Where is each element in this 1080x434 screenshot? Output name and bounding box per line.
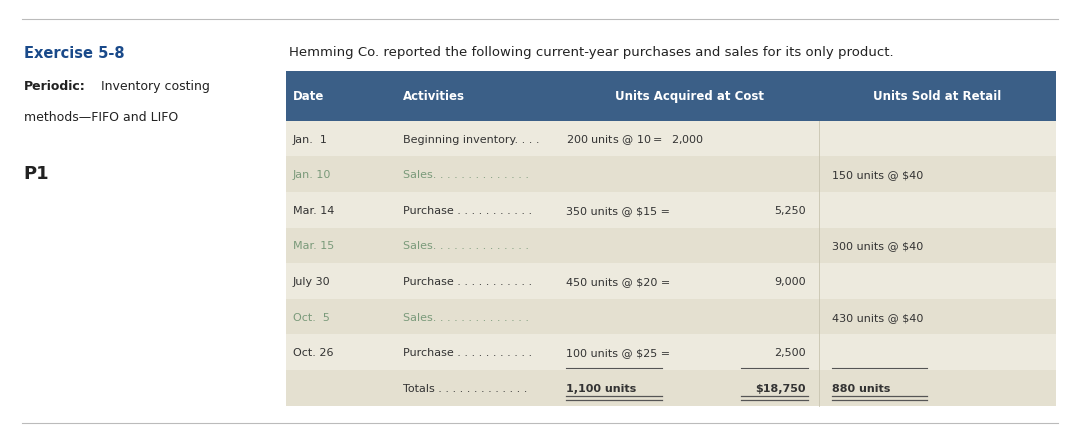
Text: Exercise 5-8: Exercise 5-8 [24, 46, 124, 60]
Text: Date: Date [293, 90, 324, 103]
Text: Hemming Co. reported the following current-year purchases and sales for its only: Hemming Co. reported the following curre… [289, 46, 894, 59]
FancyBboxPatch shape [286, 299, 1056, 335]
Text: 350 units @ $15 =: 350 units @ $15 = [566, 205, 670, 215]
Text: $18,750: $18,750 [755, 383, 806, 393]
Text: 5,250: 5,250 [774, 205, 806, 215]
Text: 880 units: 880 units [832, 383, 890, 393]
Text: 2,500: 2,500 [774, 348, 806, 358]
Text: 100 units @ $25 =: 100 units @ $25 = [566, 348, 670, 358]
Text: 9,000: 9,000 [774, 276, 806, 286]
FancyBboxPatch shape [286, 72, 1056, 122]
Text: methods—FIFO and LIFO: methods—FIFO and LIFO [24, 111, 178, 124]
FancyBboxPatch shape [286, 335, 1056, 370]
Text: Units Acquired at Cost: Units Acquired at Cost [615, 90, 764, 103]
Text: Sales. . . . . . . . . . . . . .: Sales. . . . . . . . . . . . . . [403, 241, 529, 251]
Text: Jan.  1: Jan. 1 [293, 134, 327, 144]
Text: Units Sold at Retail: Units Sold at Retail [874, 90, 1001, 103]
Text: Purchase . . . . . . . . . . .: Purchase . . . . . . . . . . . [403, 348, 532, 358]
Text: Sales. . . . . . . . . . . . . .: Sales. . . . . . . . . . . . . . [403, 312, 529, 322]
Text: 150 units @ $40: 150 units @ $40 [832, 170, 922, 180]
FancyBboxPatch shape [286, 122, 1056, 157]
Text: Purchase . . . . . . . . . . .: Purchase . . . . . . . . . . . [403, 205, 532, 215]
Text: 200 units @ $10 = $  2,000: 200 units @ $10 = $ 2,000 [566, 132, 704, 146]
Text: 1,100 units: 1,100 units [566, 383, 636, 393]
Text: P1: P1 [24, 165, 50, 183]
Text: 300 units @ $40: 300 units @ $40 [832, 241, 922, 251]
Text: Totals . . . . . . . . . . . . .: Totals . . . . . . . . . . . . . [403, 383, 527, 393]
Text: Inventory costing: Inventory costing [97, 80, 211, 93]
Text: Oct.  5: Oct. 5 [293, 312, 329, 322]
FancyBboxPatch shape [286, 370, 1056, 406]
Text: Activities: Activities [403, 90, 464, 103]
FancyBboxPatch shape [286, 264, 1056, 299]
Text: Beginning inventory. . . .: Beginning inventory. . . . [403, 134, 539, 144]
Text: 450 units @ $20 =: 450 units @ $20 = [566, 276, 671, 286]
Text: Jan. 10: Jan. 10 [293, 170, 332, 180]
Text: Periodic:: Periodic: [24, 80, 85, 93]
Text: Purchase . . . . . . . . . . .: Purchase . . . . . . . . . . . [403, 276, 532, 286]
FancyBboxPatch shape [286, 157, 1056, 193]
Text: Mar. 15: Mar. 15 [293, 241, 334, 251]
Text: 430 units @ $40: 430 units @ $40 [832, 312, 923, 322]
Text: Oct. 26: Oct. 26 [293, 348, 333, 358]
FancyBboxPatch shape [286, 228, 1056, 264]
FancyBboxPatch shape [286, 193, 1056, 228]
Text: July 30: July 30 [293, 276, 330, 286]
Text: Sales. . . . . . . . . . . . . .: Sales. . . . . . . . . . . . . . [403, 170, 529, 180]
Text: Mar. 14: Mar. 14 [293, 205, 334, 215]
